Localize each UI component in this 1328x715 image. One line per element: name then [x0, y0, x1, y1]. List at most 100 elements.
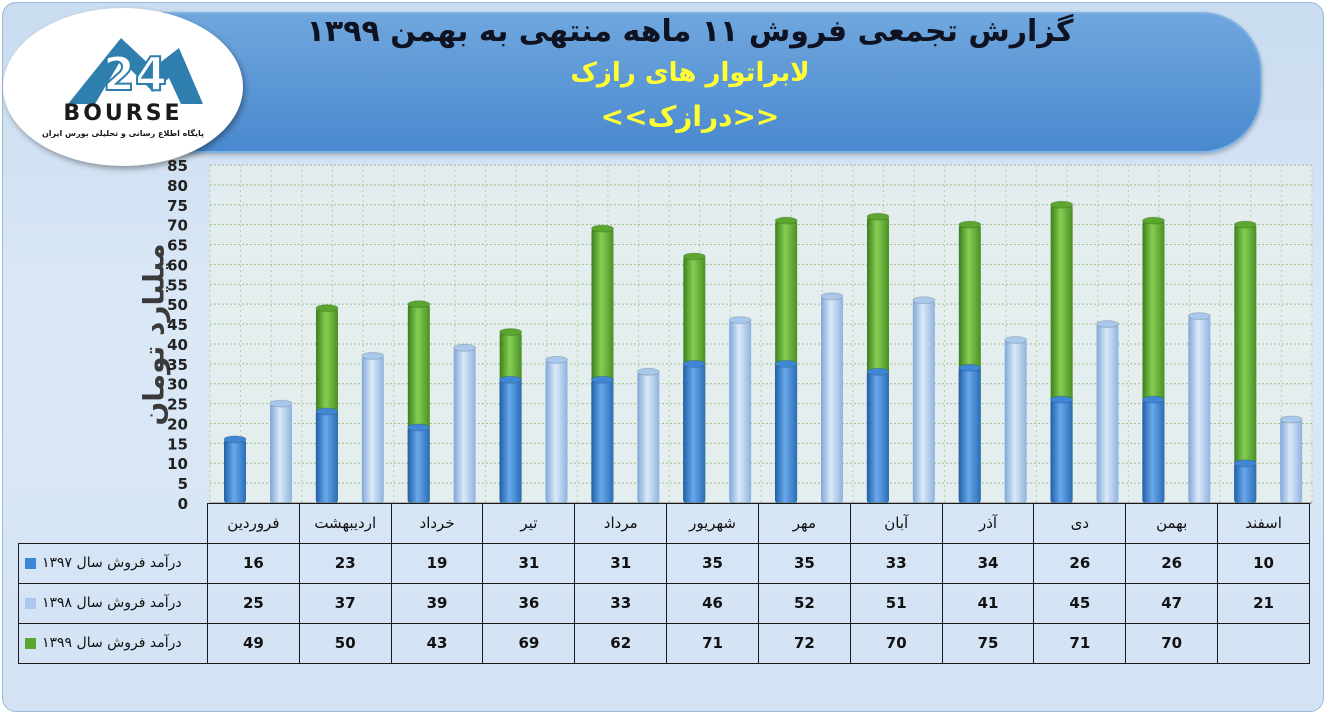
bar: [1050, 399, 1073, 503]
title-banner: [40, 12, 1262, 153]
data-label: 70: [849, 622, 943, 664]
bar-cap: [1050, 395, 1073, 404]
data-label: 51: [849, 582, 943, 624]
y-tick-label: 35: [167, 356, 188, 374]
legend-label: درآمد فروش سال ۱۳۹۷: [42, 555, 182, 571]
y-tick-label: 50: [167, 296, 188, 314]
bar-cap: [1233, 459, 1257, 468]
y-tick-label: 70: [167, 217, 188, 235]
x-tick-label: اسفند: [1217, 503, 1310, 544]
x-tick-label: خرداد: [390, 503, 484, 544]
bar-cap: [223, 435, 247, 444]
legend-swatch: [25, 637, 36, 649]
bar: [1188, 316, 1211, 503]
data-label: 34: [941, 542, 1035, 584]
bar: [683, 363, 706, 503]
bar-cap: [1233, 220, 1257, 229]
data-label: 10: [1217, 542, 1310, 584]
bar: [1096, 324, 1119, 503]
data-label: 26: [1125, 542, 1219, 584]
bar: [729, 320, 752, 503]
data-label: 50: [298, 622, 392, 664]
data-label: 72: [757, 622, 851, 664]
ticker-symbol: <<درازک>>: [600, 100, 780, 133]
table-row: درآمد فروش سال ۱۳۹۸ 25 37 39 36 33 46 52 51 41 45 4…: [18, 582, 1310, 624]
bar-cap: [1187, 312, 1211, 321]
y-tick-label: 25: [167, 396, 188, 414]
bar: [1234, 224, 1257, 503]
bar-cap: [1050, 200, 1074, 209]
bar: [1280, 419, 1303, 503]
bar: [866, 371, 889, 503]
x-tick-label: فروردین: [207, 503, 300, 544]
bar-cap: [407, 423, 431, 432]
y-tick-label: 10: [167, 455, 188, 473]
x-tick-label: آذر: [941, 503, 1035, 544]
y-tick-label: 65: [167, 237, 188, 255]
x-tick-label: دی: [1033, 503, 1127, 544]
bar-cap: [591, 224, 614, 233]
bar-cap: [774, 216, 798, 225]
y-tick-label: 30: [167, 376, 188, 394]
data-label: 52: [757, 582, 851, 624]
x-tick-label: شهریور: [666, 503, 759, 544]
bar-cap: [269, 399, 293, 408]
data-label: 41: [941, 582, 1035, 624]
bar-cap: [912, 296, 936, 305]
bar-cap: [728, 316, 752, 325]
bar: [315, 411, 338, 503]
data-label: [1217, 622, 1310, 664]
data-label: 36: [482, 582, 576, 624]
data-label: 26: [1033, 542, 1127, 584]
data-label: 35: [757, 542, 851, 584]
bar-cap: [499, 328, 523, 337]
x-tick-label: تیر: [482, 503, 576, 544]
data-label: 45: [1033, 582, 1127, 624]
y-tick-label: 85: [167, 157, 188, 175]
bar: [775, 363, 797, 503]
bourse24-logo: 24 BOURSE پایگاه اطلاع رسانی و تحلیلی بو…: [3, 8, 243, 166]
data-label: 49: [207, 622, 300, 664]
data-label: 46: [666, 582, 759, 624]
y-tick-label: 80: [167, 177, 188, 195]
data-label: 31: [574, 542, 668, 584]
data-label: 19: [390, 542, 484, 584]
y-tick-label: 75: [167, 197, 188, 215]
bar-cap: [453, 343, 477, 352]
bar-cap: [1141, 395, 1165, 404]
data-label: 31: [482, 542, 576, 584]
legend-label: درآمد فروش سال ۱۳۹۹: [42, 635, 182, 651]
bar: [270, 403, 292, 503]
data-label: 33: [849, 542, 943, 584]
bar-cap: [682, 252, 706, 261]
y-tick-label: 15: [167, 435, 188, 453]
data-label: 21: [1217, 582, 1310, 624]
bar-cap: [315, 304, 339, 313]
bar: [1142, 399, 1165, 503]
legend-entry: درآمد فروش سال ۱۳۹۹: [18, 622, 208, 664]
logo-graphic: 24 BOURSE پایگاه اطلاع رسانی و تحلیلی بو…: [42, 38, 204, 139]
bar-cap: [361, 351, 385, 360]
data-label: 70: [1125, 622, 1219, 664]
data-label: 23: [298, 542, 392, 584]
data-label: 71: [1033, 622, 1127, 664]
legend-label: درآمد فروش سال ۱۳۹۸: [42, 595, 182, 611]
chart-title: گزارش تجمعی فروش ۱۱ ماهه منتهی به بهمن ۱…: [306, 14, 1074, 49]
bar-cap: [545, 355, 568, 364]
data-label: 39: [390, 582, 484, 624]
bar: [361, 355, 384, 503]
x-tick-label: مرداد: [574, 503, 668, 544]
bar: [637, 371, 660, 503]
bar: [958, 367, 981, 503]
y-tick-label: 0: [178, 495, 188, 513]
data-label: 43: [390, 622, 484, 664]
legend-entry: درآمد فروش سال ۱۳۹۸: [18, 582, 208, 624]
bar-cap: [866, 212, 890, 221]
y-tick-label: 45: [167, 316, 188, 334]
x-tick-label: آبان: [849, 503, 943, 544]
bar-cap: [499, 375, 522, 384]
bar-cap: [636, 367, 660, 376]
data-label: 75: [941, 622, 1035, 664]
bar-cap: [1279, 415, 1303, 424]
table-row: درآمد فروش سال ۱۳۹۷ 16 23 19 31 31 35 35 33 34 26 2…: [18, 542, 1310, 584]
